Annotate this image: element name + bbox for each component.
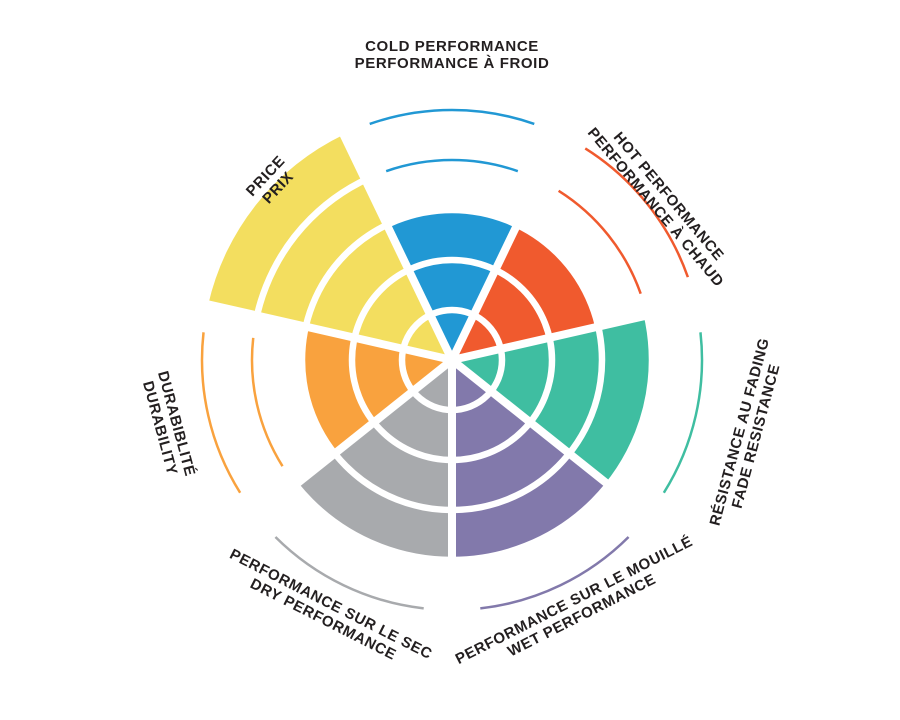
- guide-arc-durability-ring5: [200, 332, 242, 494]
- ring-divider: [298, 206, 606, 514]
- sector-label-cold-performance-line2: PERFORMANCE À FROID: [355, 55, 550, 72]
- sector-divider: [336, 125, 456, 362]
- sector-label-text-dry-performance: PERFORMANCE SUR LE SECDRY PERFORMANCE: [219, 546, 435, 678]
- ring-divider: [398, 306, 506, 414]
- sector-label-text-hot-performance: HOT PERFORMANCEPERFORMANCE À CHAUD: [584, 114, 740, 291]
- sector-label-durability: DURABIBLITÉDURABILITY: [138, 369, 199, 482]
- sector-wedge-dry-performance: [295, 360, 452, 560]
- guide-arc-cold-performance-ring4: [385, 158, 519, 173]
- ring-divider: [348, 256, 556, 464]
- sector-label-cold-performance: COLD PERFORMANCE PERFORMANCE À FROID: [355, 38, 550, 72]
- sector-label-hot-performance-line1: HOT PERFORMANCE: [610, 129, 727, 264]
- sector-divider: [451, 298, 705, 364]
- guide-arc-hot-performance-ring5: [584, 147, 690, 278]
- guide-arc-fade-resistance-ring5: [662, 332, 704, 494]
- sector-label-hot-performance-line2: PERFORMANCE À CHAUD: [584, 125, 727, 291]
- sector-label-text-cold-performance: COLD PERFORMANCE PERFORMANCE À FROID: [355, 38, 550, 72]
- sector-divider: [449, 356, 657, 524]
- guide-arc-durability-ring4: [250, 337, 284, 467]
- guide-arc-hot-performance-ring4: [557, 189, 642, 295]
- guide-arc-wet-performance-ring5: [480, 536, 630, 610]
- sector-wedge-price: [208, 134, 452, 360]
- sector-label-hot-performance: HOT PERFORMANCEPERFORMANCE À CHAUD: [584, 114, 740, 291]
- sector-label-text-fade-resistance: RÉSISTANCE AU FADINGFADE RESISTANCE: [707, 336, 790, 532]
- sector-label-dry-performance: PERFORMANCE SUR LE SECDRY PERFORMANCE: [219, 546, 435, 678]
- sector-wedge-wet-performance: [452, 360, 609, 560]
- sector-label-cold-performance-line1: COLD PERFORMANCE: [365, 38, 539, 55]
- sector-divider: [199, 298, 453, 364]
- guide-arc-cold-performance-ring5: [369, 108, 535, 126]
- sector-label-text-durability: DURABIBLITÉDURABILITY: [138, 369, 199, 482]
- guide-arc-dry-performance-ring5: [274, 536, 424, 610]
- sector-wedge-cold-performance: [386, 209, 518, 360]
- sector-label-fade-resistance: RÉSISTANCE AU FADINGFADE RESISTANCE: [707, 336, 790, 532]
- sector-divider: [448, 125, 568, 362]
- sector-wedge-durability: [302, 326, 452, 454]
- sector-divider: [247, 356, 455, 524]
